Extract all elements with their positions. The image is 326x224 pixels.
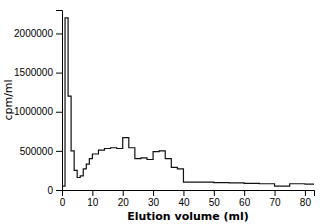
x-axis-title: Elution volume (ml): [127, 210, 249, 223]
y-tick: 1000000: [14, 106, 62, 117]
y-tick-mark: [56, 151, 62, 152]
x-tick: 60: [239, 190, 251, 208]
x-tick-mark: [305, 190, 306, 196]
x-tick: 80: [300, 190, 312, 208]
x-tick-label: 70: [269, 197, 281, 208]
x-tick: 20: [118, 190, 130, 208]
y-axis-line: [56, 11, 63, 191]
x-tick-mark: [183, 190, 184, 196]
y-tick-mark: [56, 73, 62, 74]
y-axis-title: cpm/ml: [2, 79, 15, 120]
y-tick-mark: [56, 33, 62, 34]
x-tick-label: 60: [239, 197, 251, 208]
x-axis-line: [63, 191, 315, 197]
x-tick: 30: [148, 190, 160, 208]
x-tick-label: 0: [60, 197, 66, 208]
y-tick-label: 0: [47, 185, 53, 196]
y-tick: 500000: [20, 146, 62, 157]
x-tick-mark: [153, 190, 154, 196]
chart: 0 10 20 30 40 50 60 70 80 0 500000 1000000 1500000 20…: [0, 0, 326, 224]
x-tick-label: 50: [209, 197, 221, 208]
x-tick-label: 40: [178, 197, 190, 208]
x-tick-mark: [92, 190, 93, 196]
x-axis: 0 10 20 30 40 50 60 70 80: [60, 190, 315, 208]
x-tick-label: 10: [87, 197, 99, 208]
x-tick: 50: [209, 190, 221, 208]
y-tick-label: 1000000: [14, 106, 53, 117]
y-tick-mark: [56, 190, 62, 191]
y-tick-label: 500000: [20, 146, 54, 157]
y-axis: 0 500000 1000000 1500000 2000000: [14, 11, 62, 196]
x-tick: 40: [178, 190, 190, 208]
y-tick: 0: [47, 185, 62, 196]
x-tick-mark: [123, 190, 124, 196]
y-tick: 2000000: [14, 28, 62, 39]
x-tick-label: 30: [148, 197, 160, 208]
y-tick-label: 1500000: [14, 67, 53, 78]
step-line: [62, 18, 314, 186]
x-tick-label: 80: [300, 197, 312, 208]
x-tick-mark: [214, 190, 215, 196]
x-tick: 0: [60, 190, 66, 208]
x-tick-mark: [244, 190, 245, 196]
y-tick: 1500000: [14, 67, 62, 78]
marks: [62, 18, 314, 186]
x-tick-label: 20: [118, 197, 130, 208]
y-tick-mark: [56, 112, 62, 113]
x-tick: 10: [87, 190, 99, 208]
x-tick: 70: [269, 190, 281, 208]
y-tick-label: 2000000: [14, 28, 53, 39]
plot-area: 0 10 20 30 40 50 60 70 80 0 500000 1000000 1500000 20…: [14, 11, 314, 209]
x-tick-mark: [275, 190, 276, 196]
